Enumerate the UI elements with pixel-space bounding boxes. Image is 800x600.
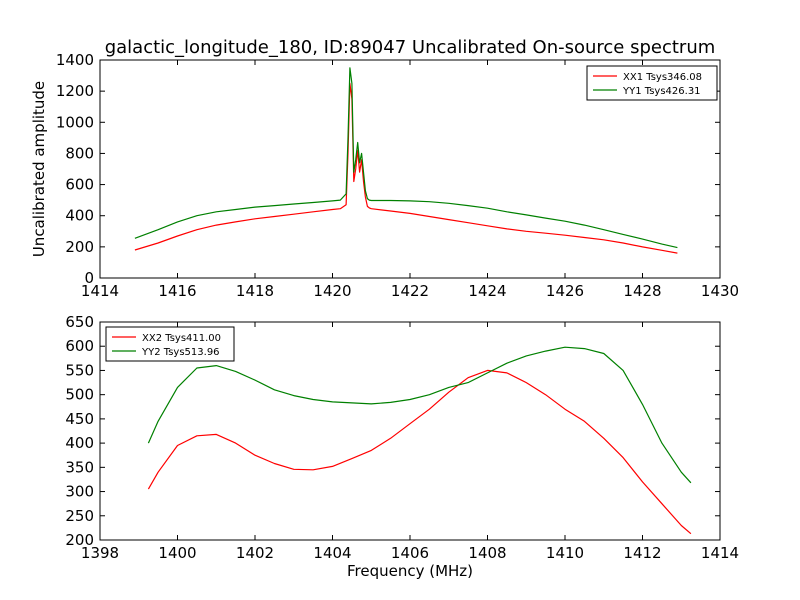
legend-label-2: YY2 Tsys513.96: [141, 347, 220, 358]
x-tick-label: 1398: [81, 544, 119, 562]
y-tick-label: 650: [65, 313, 94, 331]
x-tick-label: 1412: [623, 544, 661, 562]
y-tick-label: 600: [65, 176, 94, 194]
x-tick-label: 1400: [158, 544, 196, 562]
y-axis-label: Uncalibrated amplitude: [30, 81, 48, 257]
figure-title: galactic_longitude_180, ID:89047 Uncalib…: [105, 37, 716, 58]
legend-label-1: XX2 Tsys411.00: [142, 333, 221, 344]
x-tick-label: 1418: [236, 282, 274, 300]
x-tick-label: 1408: [468, 544, 506, 562]
x-tick-label: 1424: [468, 282, 506, 300]
y-tick-label: 250: [65, 507, 94, 525]
y-tick-label: 1200: [56, 82, 94, 100]
y-tick-label: 400: [65, 207, 94, 225]
series-line-2: [134, 67, 678, 249]
legend-label-1: XX1 Tsys346.08: [623, 72, 702, 83]
series-line-1: [147, 369, 692, 535]
y-tick-label: 500: [65, 386, 94, 404]
bottom-spectrum-panel: 1398 1400 1402 1404 1406 1408 1410 1412 1414 200 2…: [65, 313, 739, 580]
y-tick-label: 200: [65, 238, 94, 256]
x-tick-label: 1416: [158, 282, 196, 300]
x-tick-label: 1426: [546, 282, 584, 300]
y-tick-label: 200: [65, 531, 94, 549]
legend-box: [105, 326, 235, 362]
y-tick-label: 1000: [56, 113, 94, 131]
series-line-2: [147, 346, 692, 484]
y-tick-label: 1400: [56, 51, 94, 69]
x-tick-label: 1414: [701, 544, 739, 562]
x-tick-label: 1414: [81, 282, 119, 300]
top-spectrum-panel: 1414 1416 1418 1420 1422 1424 1426 1428 1430 0 200…: [30, 51, 739, 300]
y-tick-label: 300: [65, 483, 94, 501]
series-line-1: [134, 82, 678, 254]
x-tick-label: 1428: [623, 282, 661, 300]
y-tick-label: 600: [65, 337, 94, 355]
legend-label-2: YY1 Tsys426.31: [622, 86, 701, 97]
x-tick-label: 1410: [546, 544, 584, 562]
series-group: [147, 346, 692, 535]
y-tick-label: 800: [65, 144, 94, 162]
y-tick-label: 350: [65, 458, 94, 476]
x-tick-label: 1402: [236, 544, 274, 562]
x-tick-label: 1406: [391, 544, 429, 562]
y-tick-label: 550: [65, 361, 94, 379]
x-tick-label: 1422: [391, 282, 429, 300]
y-tick-label: 0: [84, 269, 94, 287]
legend-box: [586, 65, 718, 101]
series-group: [134, 67, 678, 254]
y-tick-label: 450: [65, 410, 94, 428]
x-axis-label: Frequency (MHz): [347, 562, 473, 580]
x-tick-label: 1404: [313, 544, 351, 562]
x-tick-label: 1430: [701, 282, 739, 300]
y-tick-label: 400: [65, 434, 94, 452]
x-tick-label: 1420: [313, 282, 351, 300]
